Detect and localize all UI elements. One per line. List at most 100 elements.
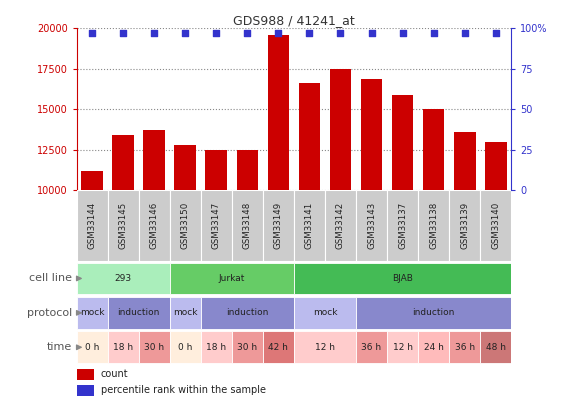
Point: [274, 30, 283, 36]
Bar: [108, 331, 139, 363]
Text: percentile rank within the sample: percentile rank within the sample: [101, 386, 266, 395]
Bar: [294, 331, 356, 363]
Bar: [77, 331, 108, 363]
Text: GSM33147: GSM33147: [212, 202, 221, 249]
Bar: [143, 130, 165, 352]
Point: [181, 30, 190, 36]
Bar: [418, 331, 449, 363]
Bar: [299, 83, 320, 352]
Bar: [81, 171, 103, 352]
Point: [150, 30, 159, 36]
Bar: [206, 150, 227, 352]
Bar: [232, 331, 263, 363]
Text: 293: 293: [115, 274, 132, 283]
Bar: [263, 331, 294, 363]
Bar: [449, 190, 480, 261]
Bar: [480, 331, 511, 363]
Point: [212, 30, 221, 36]
Point: [243, 30, 252, 36]
Text: Jurkat: Jurkat: [219, 274, 245, 283]
Bar: [174, 145, 196, 352]
Text: GSM33146: GSM33146: [150, 202, 159, 249]
Text: induction: induction: [412, 308, 455, 318]
Point: [305, 30, 314, 36]
Bar: [108, 297, 170, 329]
Title: GDS988 / 41241_at: GDS988 / 41241_at: [233, 14, 355, 27]
Bar: [294, 190, 325, 261]
Text: 12 h: 12 h: [315, 343, 335, 352]
Text: 30 h: 30 h: [237, 343, 257, 352]
Bar: [112, 135, 134, 352]
Bar: [77, 190, 108, 261]
Bar: [170, 262, 294, 294]
Point: [398, 30, 407, 36]
Text: 0 h: 0 h: [85, 343, 99, 352]
Text: GSM33150: GSM33150: [181, 202, 190, 249]
Bar: [236, 150, 258, 352]
Bar: [77, 262, 170, 294]
Bar: [356, 331, 387, 363]
Text: 42 h: 42 h: [269, 343, 289, 352]
Bar: [201, 190, 232, 261]
Text: count: count: [101, 369, 128, 379]
Text: 12 h: 12 h: [392, 343, 412, 352]
Text: time: time: [47, 342, 72, 352]
Text: 18 h: 18 h: [206, 343, 227, 352]
Bar: [170, 190, 201, 261]
Bar: [454, 132, 475, 352]
Text: GSM33145: GSM33145: [119, 202, 128, 249]
Bar: [387, 331, 418, 363]
Bar: [423, 109, 445, 352]
Bar: [201, 331, 232, 363]
Text: 18 h: 18 h: [113, 343, 133, 352]
Text: GSM33142: GSM33142: [336, 202, 345, 249]
Bar: [329, 69, 352, 352]
Bar: [77, 385, 94, 396]
Bar: [170, 331, 201, 363]
Point: [460, 30, 469, 36]
Bar: [449, 331, 480, 363]
Bar: [418, 190, 449, 261]
Bar: [201, 297, 294, 329]
Text: GSM33149: GSM33149: [274, 202, 283, 249]
Text: mock: mock: [80, 308, 105, 318]
Bar: [294, 262, 511, 294]
Point: [429, 30, 438, 36]
Text: mock: mock: [173, 308, 198, 318]
Text: induction: induction: [226, 308, 269, 318]
Bar: [232, 190, 263, 261]
Bar: [108, 190, 139, 261]
Point: [336, 30, 345, 36]
Bar: [387, 190, 418, 261]
Point: [87, 30, 97, 36]
Text: GSM33143: GSM33143: [367, 202, 376, 249]
Point: [491, 30, 500, 36]
Text: protocol: protocol: [27, 308, 72, 318]
Bar: [77, 369, 94, 380]
Point: [119, 30, 128, 36]
Text: 36 h: 36 h: [454, 343, 475, 352]
Text: GSM33144: GSM33144: [87, 202, 97, 249]
Text: GSM33138: GSM33138: [429, 202, 438, 249]
Text: 0 h: 0 h: [178, 343, 193, 352]
Bar: [139, 190, 170, 261]
Text: BJAB: BJAB: [392, 274, 413, 283]
Bar: [139, 331, 170, 363]
Text: induction: induction: [118, 308, 160, 318]
Text: GSM33137: GSM33137: [398, 202, 407, 249]
Bar: [480, 190, 511, 261]
Point: [367, 30, 376, 36]
Text: GSM33139: GSM33139: [460, 202, 469, 249]
Bar: [263, 190, 294, 261]
Bar: [294, 297, 356, 329]
Text: 36 h: 36 h: [361, 343, 382, 352]
Bar: [356, 190, 387, 261]
Text: mock: mock: [313, 308, 337, 318]
Text: 24 h: 24 h: [424, 343, 444, 352]
Bar: [485, 142, 507, 352]
Text: GSM33141: GSM33141: [305, 202, 314, 249]
Text: GSM33148: GSM33148: [243, 202, 252, 249]
Bar: [325, 190, 356, 261]
Bar: [77, 297, 108, 329]
Bar: [170, 297, 201, 329]
